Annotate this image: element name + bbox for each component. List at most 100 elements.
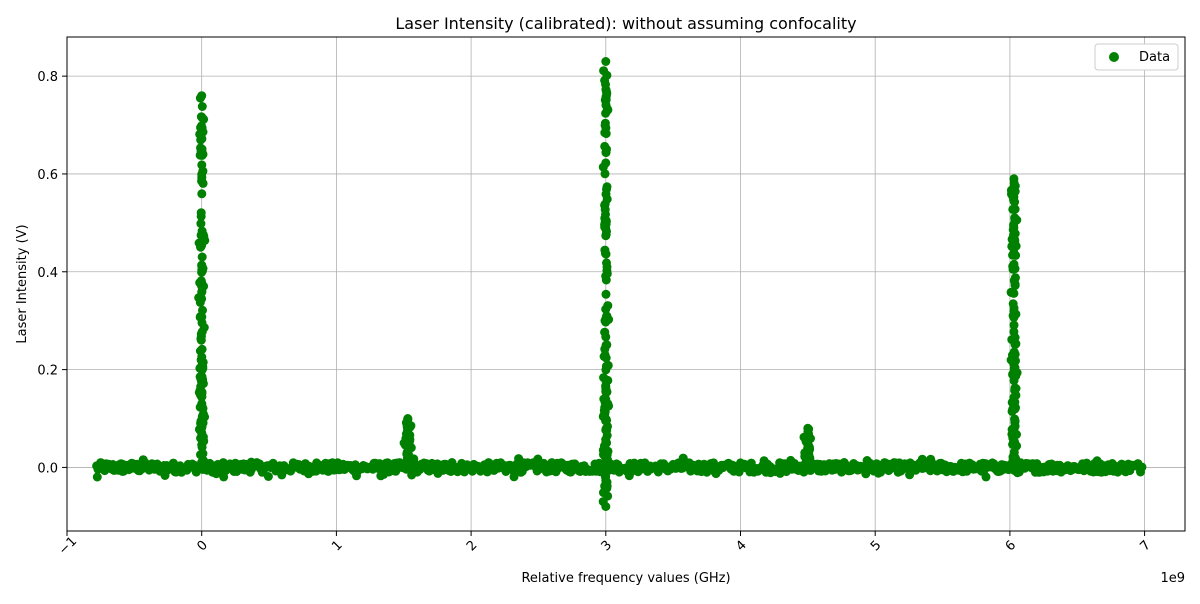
x-offset-label: 1e9 [1160, 571, 1185, 586]
data-point [246, 457, 256, 467]
data-point [197, 121, 206, 131]
plot-frame [66, 36, 1186, 532]
data-point [601, 304, 611, 314]
y-tick-label: 0.4 [37, 266, 58, 281]
data-point [1052, 460, 1062, 470]
data-point [195, 129, 205, 139]
data-point [312, 458, 322, 468]
data-point [545, 463, 555, 473]
data-point [1008, 404, 1018, 414]
data-point [197, 392, 207, 402]
data-point [196, 416, 206, 426]
data-point [1030, 467, 1040, 477]
data-point [1011, 390, 1021, 400]
y-tick-label: 0.0 [37, 461, 58, 476]
data-point [917, 454, 927, 464]
data-point [602, 431, 612, 440]
data-point [678, 453, 688, 463]
data-point [197, 429, 207, 438]
data-point [407, 470, 417, 480]
data-point [1092, 456, 1102, 466]
data-point [1010, 237, 1020, 246]
data-point [197, 189, 207, 199]
y-tick-label: 0.2 [37, 364, 58, 379]
data-point [602, 144, 611, 154]
y-tick-label: 0.8 [37, 70, 58, 85]
data-point [391, 466, 401, 476]
data-point [219, 472, 229, 482]
data-point [872, 459, 882, 469]
data-point [403, 462, 412, 472]
data-point [514, 454, 524, 464]
data-point [600, 402, 610, 412]
legend-box [1094, 43, 1179, 71]
data-point [1009, 288, 1019, 298]
data-point [602, 194, 612, 204]
data-point [600, 169, 610, 179]
data-point [92, 472, 102, 482]
data-point [112, 461, 122, 471]
data-point [198, 455, 208, 465]
data-point [196, 382, 206, 391]
data-point [1010, 273, 1020, 283]
data-point [405, 435, 415, 445]
data-point [602, 70, 612, 80]
data-point [1010, 340, 1020, 350]
data-point [1009, 221, 1019, 231]
data-point [981, 472, 991, 482]
data-point [195, 150, 205, 160]
data-point [602, 182, 612, 192]
data-point [195, 346, 205, 356]
data-point [160, 471, 170, 480]
data-point [196, 208, 206, 218]
data-point [601, 289, 611, 299]
data-point [1009, 303, 1019, 313]
data-point [379, 469, 389, 479]
data-point [1010, 417, 1020, 427]
data-point [196, 112, 206, 122]
data-point [1010, 181, 1020, 191]
data-point [1010, 213, 1020, 223]
data-point [136, 463, 146, 473]
data-point [197, 102, 207, 111]
data-point [862, 456, 872, 465]
data-point [711, 469, 721, 479]
data-point [603, 360, 613, 370]
data-point [1009, 320, 1019, 330]
data-point [501, 467, 511, 476]
data-point [1009, 376, 1019, 386]
data-point [602, 258, 611, 268]
data-point [197, 252, 207, 262]
data-point [198, 409, 208, 419]
data-point [601, 381, 611, 391]
data-point [197, 281, 207, 290]
data-point [646, 464, 656, 474]
data-point [170, 467, 180, 477]
data-point [196, 335, 206, 345]
data-point [507, 462, 517, 471]
data-point [601, 129, 611, 139]
data-point [197, 440, 207, 450]
data-point [873, 468, 883, 478]
data-point [602, 311, 612, 321]
data-point [603, 105, 613, 115]
data-point [196, 219, 206, 229]
data-point [926, 454, 936, 464]
data-point [601, 437, 611, 447]
data-point [601, 57, 611, 66]
data-point [403, 414, 413, 423]
data-point [197, 226, 207, 236]
data-point [1137, 462, 1147, 472]
data-point [533, 454, 543, 464]
data-point [195, 372, 205, 382]
data-point [118, 466, 127, 476]
data-point [197, 91, 207, 101]
data-point [600, 350, 610, 360]
data-point [759, 456, 769, 466]
data-point [277, 470, 287, 480]
data-point [197, 365, 207, 375]
data-point [786, 455, 796, 465]
